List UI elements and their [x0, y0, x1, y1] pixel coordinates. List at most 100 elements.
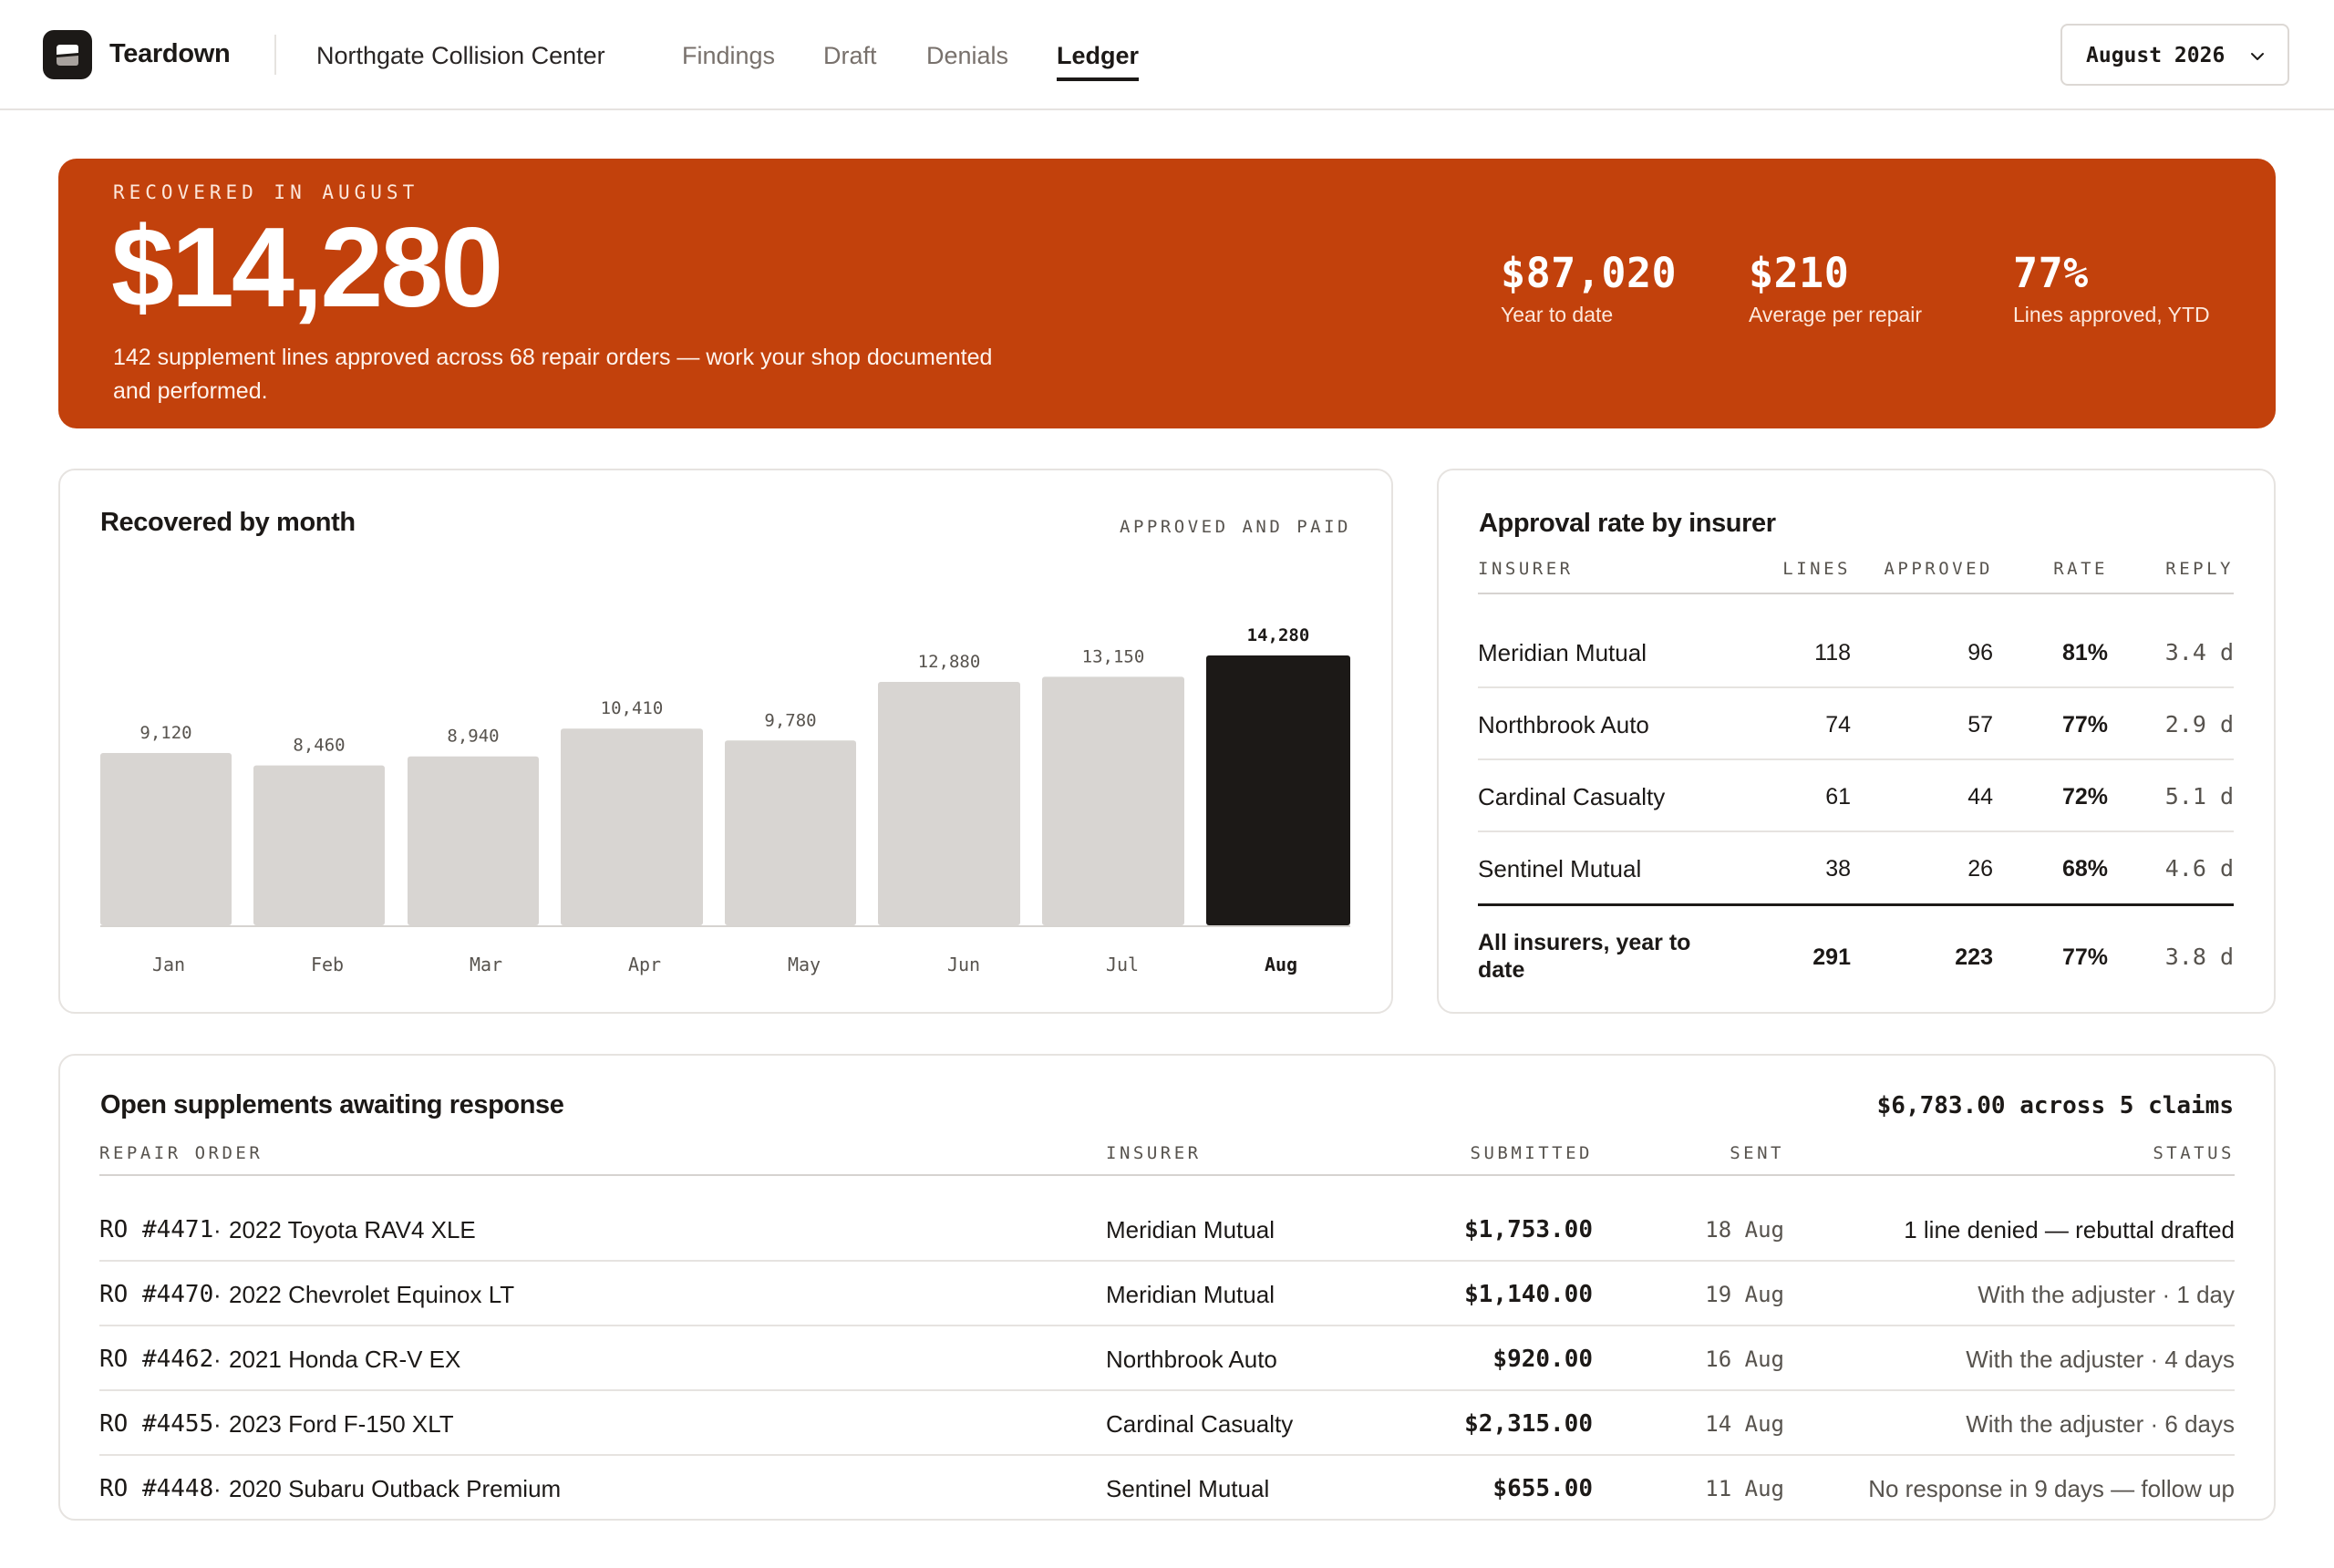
stat-value: $210: [1749, 249, 1850, 297]
separator-dot: ·: [213, 1346, 222, 1373]
sent-date: 14 Aug: [1705, 1411, 1784, 1437]
col-insurer: INSURER: [1106, 1143, 1202, 1163]
supplement-status: No response in 9 days — follow up: [1868, 1475, 2235, 1502]
insurer-rate: 72%: [2061, 784, 2108, 810]
row-divider: [99, 1260, 2235, 1262]
repair-order-number[interactable]: RO #4462: [99, 1346, 214, 1373]
tab-denials[interactable]: Denials: [926, 42, 1009, 69]
insurer-lines: 74: [1825, 712, 1851, 738]
sent-date: 19 Aug: [1705, 1282, 1784, 1307]
supplement-insurer: Meridian Mutual: [1106, 1281, 1275, 1308]
open-supplements-card: Open supplements awaiting response $6,78…: [58, 1054, 2276, 1521]
app-logo-glyph: [57, 45, 78, 66]
app-logo-icon[interactable]: [43, 30, 92, 79]
col-approved: APPROVED: [1884, 559, 1993, 579]
insurer-name: Cardinal Casualty: [1478, 783, 1666, 810]
row-divider: [1478, 830, 2234, 832]
tab-findings[interactable]: Findings: [682, 42, 776, 69]
supplement-status: With the adjuster · 1 day: [1978, 1281, 2235, 1308]
col-lines: LINES: [1782, 559, 1851, 579]
row-divider: [1478, 758, 2234, 760]
insurer-approved: 44: [1967, 784, 1993, 810]
tab-ledger[interactable]: Ledger: [1057, 39, 1140, 81]
insurer-lines: 118: [1814, 640, 1851, 665]
nav-divider: [274, 35, 276, 75]
row-divider: [99, 1454, 2235, 1456]
insurer-reply: 2.9 d: [2164, 711, 2234, 738]
supplement-status: With the adjuster · 4 days: [1966, 1346, 2235, 1373]
brand-name[interactable]: Teardown: [109, 39, 231, 68]
insurer-reply: 3.4 d: [2164, 639, 2234, 665]
vehicle-name: 2020 Subaru Outback Premium: [229, 1475, 562, 1502]
col-sent: SENT: [1730, 1143, 1784, 1163]
insurer-approved: 26: [1967, 856, 1993, 882]
stat-label: Year to date: [1501, 303, 1614, 326]
recovered-hero-banner: RECOVERED IN AUGUST $14,280 142 suppleme…: [58, 159, 2276, 428]
sent-date: 18 Aug: [1705, 1217, 1784, 1243]
repair-order-number[interactable]: RO #4455: [99, 1410, 214, 1438]
tab-draft[interactable]: Draft: [823, 42, 877, 69]
col-submitted: SUBMITTED: [1470, 1143, 1593, 1163]
submitted-amount: $2,315.00: [1464, 1410, 1593, 1438]
approval-rate-card: Approval rate by insurer: [1437, 469, 2276, 1014]
hero-recovered-amount: $14,280: [111, 205, 503, 331]
vehicle-name: 2023 Ford F-150 XLT: [229, 1410, 454, 1438]
stat-value: $87,020: [1501, 249, 1678, 297]
vehicle-name: 2021 Honda CR-V EX: [229, 1346, 461, 1373]
supplement-status: With the adjuster · 6 days: [1966, 1410, 2235, 1438]
repair-order-number[interactable]: RO #4470: [99, 1281, 214, 1308]
insurer-reply: 4.6 d: [2164, 855, 2234, 882]
table-header-divider: [99, 1174, 2235, 1176]
total-rate: 77%: [2061, 944, 2108, 970]
sent-date: 11 Aug: [1705, 1476, 1784, 1501]
recovered-by-month-card: Recovered by month APPROVED AND PAID: [58, 469, 1393, 1014]
stat-average-per-repair: $210 Average per repair: [1749, 248, 1922, 328]
insurer-name: Meridian Mutual: [1478, 639, 1647, 666]
vehicle-name: 2022 Chevrolet Equinox LT: [229, 1281, 515, 1308]
separator-dot: ·: [213, 1281, 222, 1308]
supplement-insurer: Northbrook Auto: [1106, 1346, 1277, 1373]
supplement-insurer: Meridian Mutual: [1106, 1216, 1275, 1243]
table-header-divider: [1478, 593, 2234, 594]
submitted-amount: $920.00: [1492, 1346, 1593, 1373]
insurer-rate: 81%: [2061, 640, 2108, 665]
col-insurer: INSURER: [1478, 559, 1574, 579]
submitted-amount: $655.00: [1492, 1475, 1593, 1502]
stat-lines-approved: 77% Lines approved, YTD: [2013, 248, 2210, 328]
stat-label: Lines approved, YTD: [2013, 303, 2210, 326]
repair-order-number[interactable]: RO #4471: [99, 1216, 214, 1243]
supplements-summary: $6,783.00 across 5 claims: [1876, 1092, 2234, 1119]
chart-title: Recovered by month: [100, 508, 356, 537]
repair-order-number[interactable]: RO #4448: [99, 1475, 214, 1502]
chevron-down-icon: [2251, 53, 2264, 60]
insurer-rate: 77%: [2061, 712, 2108, 738]
supplement-insurer: Cardinal Casualty: [1106, 1410, 1294, 1438]
insurer-lines: 38: [1825, 856, 1851, 882]
insurer-table-title: Approval rate by insurer: [1479, 509, 1776, 538]
hero-eyebrow: RECOVERED IN AUGUST: [113, 181, 419, 203]
sent-date: 16 Aug: [1705, 1346, 1784, 1372]
col-repair-order: REPAIR ORDER: [99, 1143, 263, 1163]
insurer-approved: 96: [1967, 640, 1993, 665]
total-lines: 291: [1812, 944, 1851, 970]
insurer-approved: 57: [1967, 712, 1993, 738]
separator-dot: ·: [213, 1475, 222, 1502]
total-divider: [1478, 903, 2234, 906]
stat-value: 77%: [2013, 249, 2089, 297]
col-reply: REPLY: [2165, 559, 2234, 579]
submitted-amount: $1,140.00: [1464, 1281, 1593, 1308]
separator-dot: ·: [213, 1410, 222, 1438]
insurer-rate: 68%: [2061, 856, 2108, 882]
row-divider: [99, 1325, 2235, 1326]
stat-year-to-date: $87,020 Year to date: [1501, 248, 1677, 328]
total-approved: 223: [1955, 944, 1993, 970]
period-select[interactable]: August 2026: [2060, 24, 2289, 86]
insurer-reply: 5.1 d: [2164, 783, 2234, 810]
separator-dot: ·: [213, 1216, 222, 1243]
insurer-lines: 61: [1825, 784, 1851, 810]
supplements-title: Open supplements awaiting response: [100, 1090, 564, 1119]
insurer-name: Sentinel Mutual: [1478, 855, 1642, 882]
total-label: All insurers, year to date: [1478, 930, 1691, 983]
col-status: STATUS: [2153, 1143, 2235, 1163]
total-reply: 3.8 d: [2164, 944, 2234, 970]
